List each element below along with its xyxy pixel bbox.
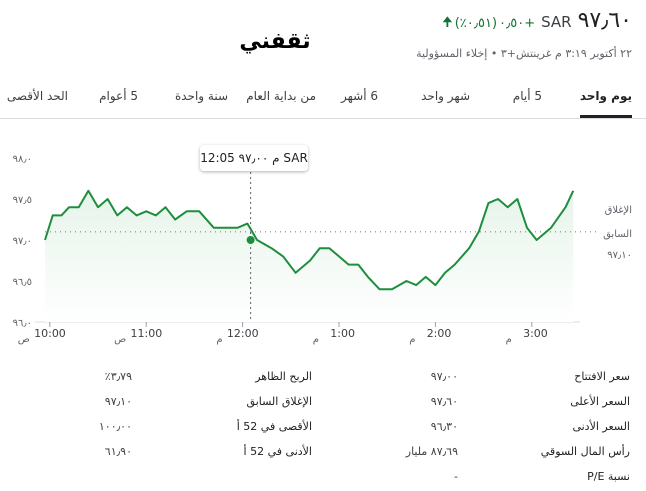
stat-value: ٨٧٫٦٩ مليار [405,445,458,458]
y-tick-label: ٩٦٫٥ [13,277,32,288]
tooltip-time: 12:05 م [200,151,280,165]
previous-close-value: ٩٧٫١٠ [607,250,632,261]
stat-value: ٩٧٫٠٠ [430,370,458,383]
change-value: +٠٫٥٠ [499,16,536,31]
tab-5y[interactable]: 5 أعوام [99,78,138,118]
y-tick-label: ٩٧٫٠ [13,236,32,247]
tab-6m[interactable]: 6 أشهر [341,78,378,118]
previous-close-label: السابق [603,229,632,240]
stat-value: ٦١٫٩٠ [104,445,132,458]
disclaimer-link[interactable]: إخلاء المسؤولية [416,47,488,60]
stat-label: الأدنى في 52 أ [243,445,312,458]
tab-5d[interactable]: 5 أيام [513,78,542,118]
tab-label: يوم واحد [579,89,632,103]
tab-label: 6 أشهر [341,89,378,103]
tab-label: الحد الأقصى [6,89,68,103]
x-tick-period: م [409,334,415,345]
stat-value: ٣٫٧٩٪ [104,370,132,383]
stat-value: ٩٧٫٦٠ [430,395,458,408]
tab-1y[interactable]: سنة واحدة [175,78,228,118]
hover-point [246,236,255,244]
x-tick-period: م [506,334,512,345]
stat-label: نسبة P/E [587,470,630,483]
y-tick-label: ٩٧٫٥ [13,195,32,206]
x-tick-label: 11:00 [131,327,163,340]
stat-value: ١٠٠٫٠٠ [98,420,132,433]
x-tick-label: 1:00 [330,327,355,340]
stat-row: رأس المال السوقي ٨٧٫٦٩ مليار [330,441,630,463]
x-tick-label: 2:00 [427,327,452,340]
arrow-up-icon: 🠉 [441,14,453,30]
tab-label: سنة واحدة [174,89,228,103]
y-tick-label: ٩٦٫٠ [13,318,32,329]
x-tick-period: ص [18,334,30,345]
x-tick-label: 12:00 [227,327,259,340]
stat-value: ٩٧٫١٠ [104,395,132,408]
x-tick-label: 3:00 [523,327,548,340]
price-change: +٠٫٥٠ (٠٫٥١٪) 🠉 [442,13,535,35]
close-label: الإغلاق [605,205,632,216]
range-tabs: يوم واحد 5 أيام شهر واحد 6 أشهر من بداية… [0,78,646,119]
stat-label: السعر الأعلى [570,395,630,408]
stat-label: الربح الظاهر [255,370,312,383]
tooltip-value: ٩٧٫٠٠ SAR [238,151,308,165]
price-header: ٩٧٫٦٠ SAR +٠٫٥٠ (٠٫٥١٪) 🠉 [442,8,632,35]
stat-label: رأس المال السوقي [540,445,630,458]
stat-label: السعر الأدنى [572,420,630,433]
stat-row: الأدنى في 52 أ ٦١٫٩٠ [12,441,312,463]
stat-row: السعر الأعلى ٩٧٫٦٠ [330,391,630,413]
stat-label: الإغلاق السابق [246,395,312,408]
stat-value: ٩٦٫٣٠ [430,420,458,433]
tab-label: 5 أيام [512,89,542,103]
stat-row: الإغلاق السابق ٩٧٫١٠ [12,391,312,413]
current-price: ٩٧٫٦٠ [577,8,632,33]
stat-row: سعر الافتتاح ٩٧٫٠٠ [330,366,630,388]
price-chart[interactable]: ٩٦٫٠ ٩٦٫٥ ٩٧٫٠ ٩٧٫٥ ٩٨٫٠ 10:00 ص 11:00 ص 12:00 م 1:… [0,140,646,350]
change-percent: (٠٫٥١٪) [454,16,498,31]
y-tick-label: ٩٨٫٠ [13,154,32,165]
tab-max[interactable]: الحد الأقصى [7,78,68,118]
stat-label: سعر الافتتاح [574,370,630,383]
tab-ytd[interactable]: من بداية العام [246,78,316,118]
price-line [44,189,575,291]
stat-row: السعر الأدنى ٩٦٫٣٠ [330,416,630,438]
chart-tooltip: 12:05 م ٩٧٫٠٠ SAR [200,145,308,171]
x-tick-period: ص [114,334,126,345]
stat-row: نسبة P/E - [330,466,630,488]
stat-row: الأقصى في 52 أ ١٠٠٫٠٠ [12,416,312,438]
tab-label: 5 أعوام [99,89,138,103]
stat-value: - [454,470,458,483]
logo-text: ثقفني [239,29,310,54]
separator: • [490,47,498,60]
tab-label: شهر واحد [421,89,470,103]
x-tick-label: 10:00 [34,327,66,340]
x-tick-period: م [313,334,319,345]
tab-1d[interactable]: يوم واحد [579,78,632,118]
timestamp: ٢٢ أكتوبر ٣:١٩ م غرينتش+٣ [500,47,632,60]
logo: ثقفني [239,29,310,54]
tab-1m[interactable]: شهر واحد [421,78,470,118]
x-tick-period: م [216,334,222,345]
price-area [45,190,574,322]
currency-label: SAR [541,13,572,31]
price-subline: ٢٢ أكتوبر ٣:١٩ م غرينتش+٣ • إخلاء المسؤو… [416,47,632,60]
stat-label: الأقصى في 52 أ [236,420,312,433]
stat-row: الربح الظاهر ٣٫٧٩٪ [12,366,312,388]
tab-label: من بداية العام [246,89,316,103]
